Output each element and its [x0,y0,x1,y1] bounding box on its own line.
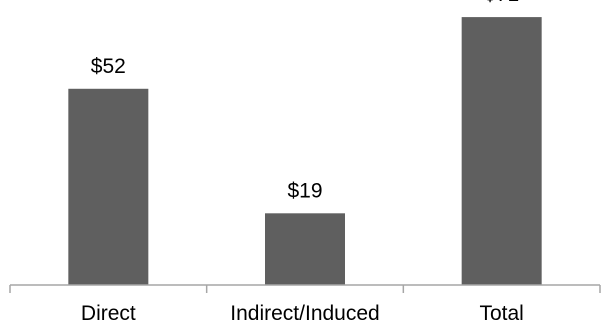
value-label-total: $71 [484,0,519,6]
bar-direct [68,88,149,285]
bar-indirect-induced [265,213,345,285]
x-tick-labels-group: Direct Indirect/Induced Total [81,302,524,325]
value-label-indirect-induced: $19 [287,179,322,202]
bars-group [68,17,542,286]
bar-total [461,17,542,286]
tick-label-direct: Direct [81,302,136,325]
x-axis [9,284,601,293]
tick-label-indirect-induced: Indirect/Induced [230,302,379,325]
value-labels-group: $52 $19 $71 [91,0,519,202]
tick-label-total: Total [479,302,523,325]
value-label-direct: $52 [91,55,126,78]
